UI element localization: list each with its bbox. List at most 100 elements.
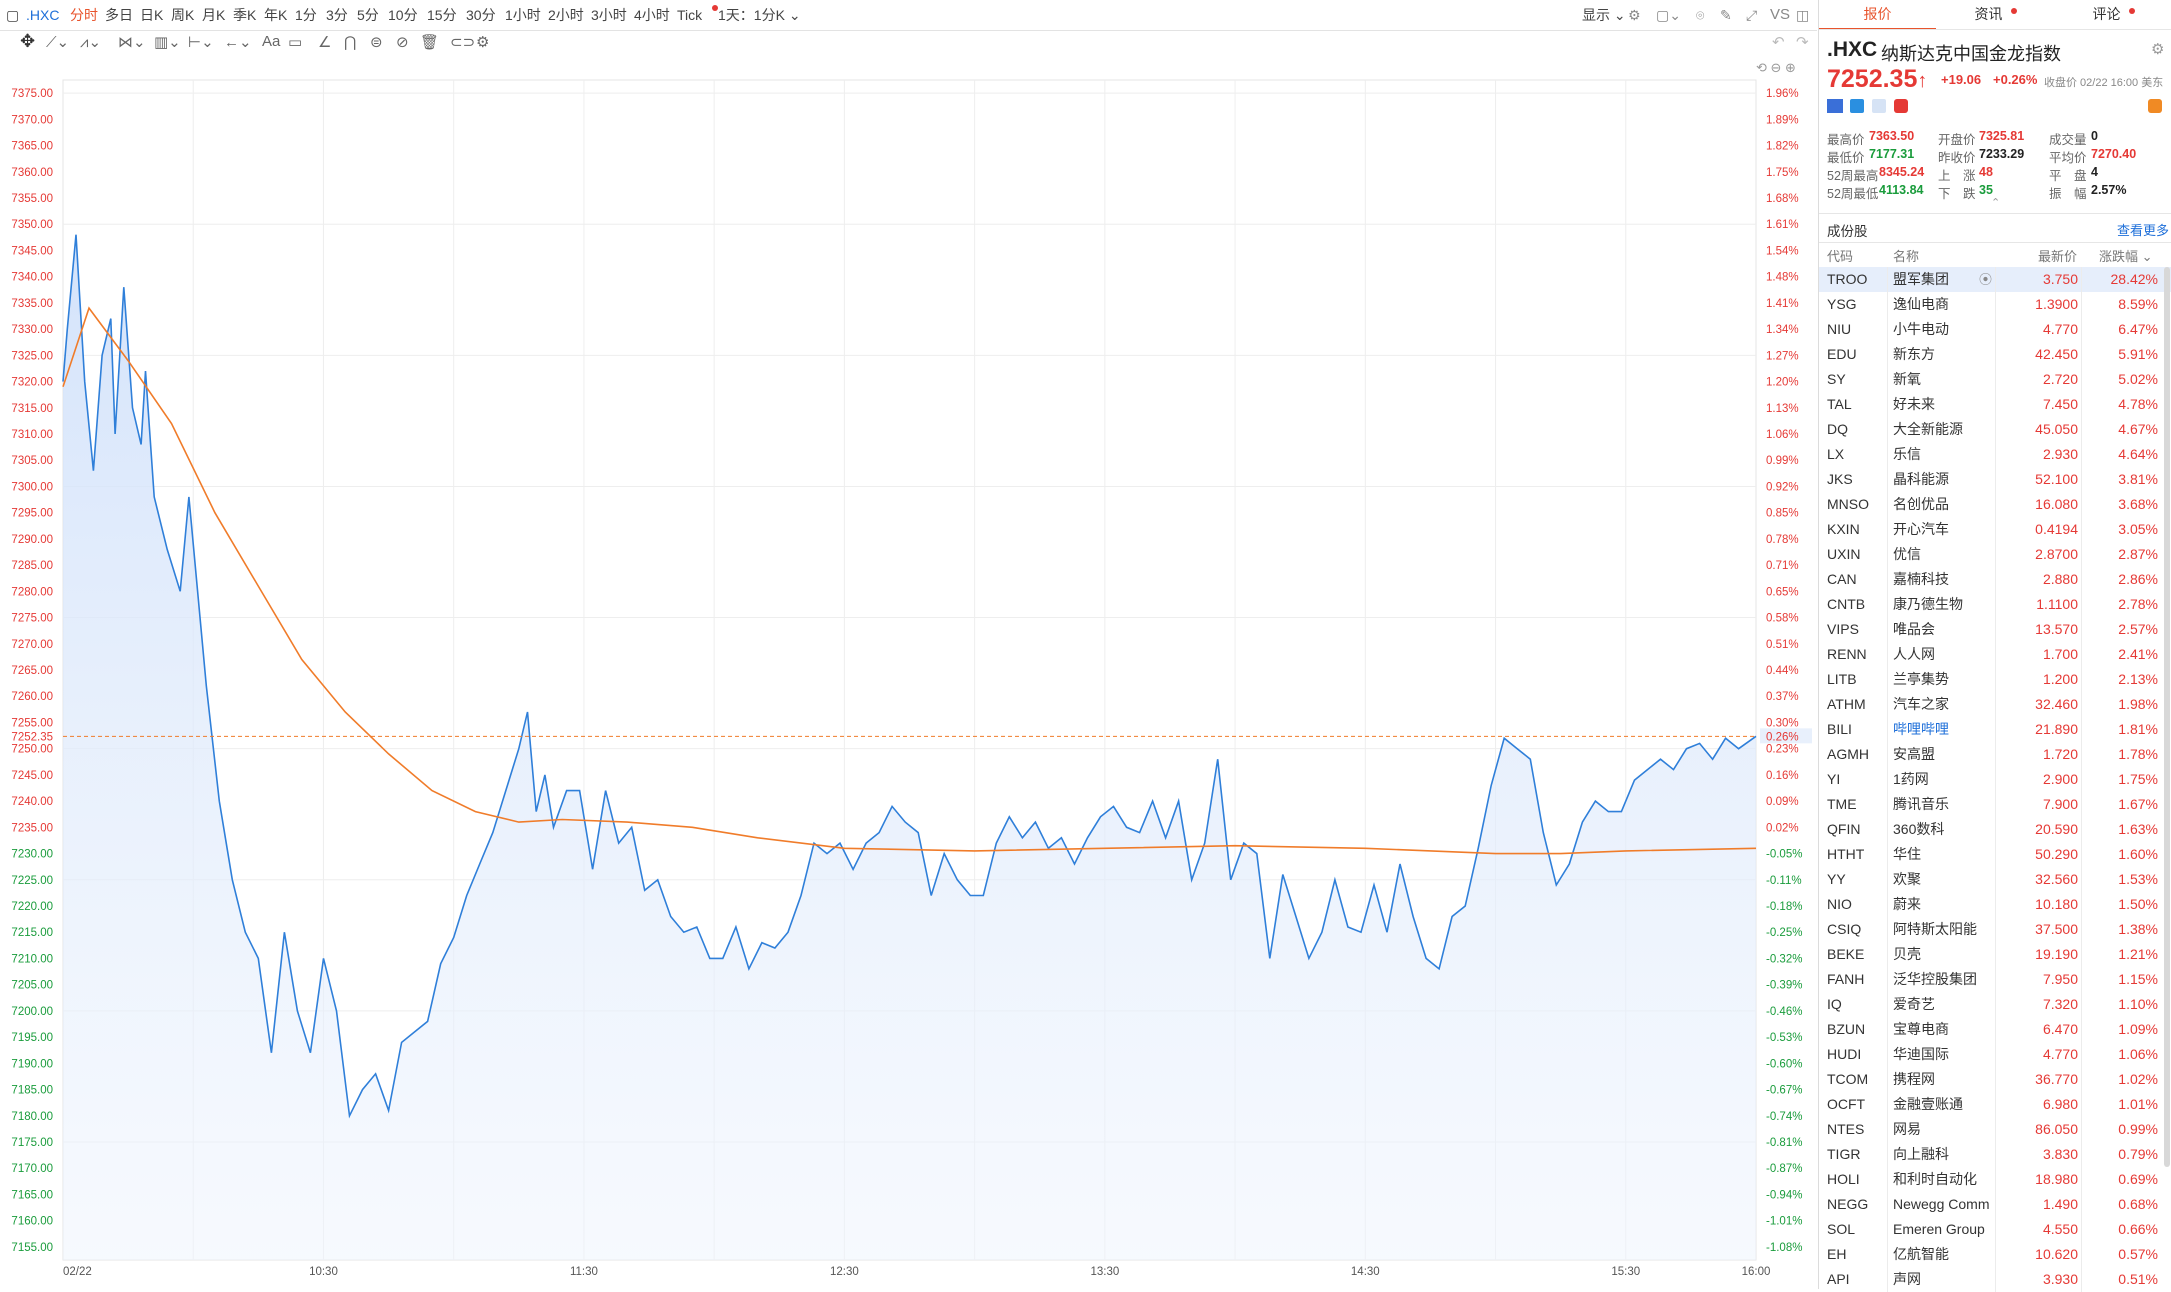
period-7[interactable]: 1分 [295,7,317,23]
arrow-icon[interactable]: ←⌄ [224,34,252,51]
period-2[interactable]: 日K [140,7,164,23]
scrollbar[interactable] [2164,267,2170,1167]
table-row[interactable]: SOL Emeren Group 4.550 0.66% [1819,1217,2171,1242]
table-row[interactable]: HTHT 华住 50.290 1.60% [1819,842,2171,867]
table-row[interactable]: ATHM 汽车之家 32.460 1.98% [1819,692,2171,717]
table-row[interactable]: YI 1药网 2.900 1.75% [1819,767,2171,792]
period-13[interactable]: 1小时 [505,7,541,23]
magnet-icon[interactable]: ⋂ [344,34,357,51]
table-row[interactable]: FANH 泛华控股集团 7.950 1.15% [1819,967,2171,992]
camera-icon[interactable]: ⌾ [1696,7,1705,23]
period-16[interactable]: 4小时 [634,7,670,23]
text-icon[interactable]: Aa [262,33,281,50]
table-row[interactable]: JKS 晶科能源 52.100 3.81% [1819,467,2171,492]
period-9[interactable]: 5分 [357,7,379,23]
compare-vs-button[interactable]: VS [1770,6,1791,23]
table-row[interactable]: NTES 网易 86.050 0.99% [1819,1117,2171,1142]
panel-tab-1[interactable]: 资讯 [1937,0,2054,28]
table-row[interactable]: YSG 逸仙电商 1.3900 8.59% [1819,292,2171,317]
channel-icon[interactable]: ⩘⌄ [80,34,102,51]
watch-icon[interactable]: ⦿ [1979,272,1993,287]
period-8[interactable]: 3分 [326,7,348,23]
trash-icon[interactable]: 🗑 [420,34,440,51]
table-row[interactable]: TCOM 携程网 36.770 1.02% [1819,1067,2171,1092]
settings-icon[interactable]: ⚙ [1628,7,1641,23]
period-0[interactable]: 分时 [70,7,98,23]
panel-toggle-icon[interactable]: ◫ [1796,7,1810,23]
table-row[interactable]: LX 乐信 2.930 4.64% [1819,442,2171,467]
intraday-chart[interactable]: 7375.00 7370.00 7365.00 7360.00 7355.00 7350.… [0,0,1817,1289]
table-row[interactable]: TME 腾讯音乐 7.900 1.67% [1819,792,2171,817]
table-row[interactable]: BEKE 贝壳 19.190 1.21% [1819,942,2171,967]
period-11[interactable]: 15分 [427,7,457,23]
table-row[interactable]: CSIQ 阿特斯太阳能 37.500 1.38% [1819,917,2171,942]
period-6[interactable]: 年K [264,7,288,23]
table-row[interactable]: NIO 蔚来 10.180 1.50% [1819,892,2171,917]
pattern-icon[interactable]: ⋈⌄ [118,34,146,51]
period-10[interactable]: 10分 [388,7,418,23]
average-line[interactable] [62,306,1757,855]
sidebar-toggle-icon[interactable]: ▢ [6,7,20,23]
pen-icon[interactable]: ✎ [1720,7,1732,23]
trend-line-icon[interactable]: ⟋⌄ [46,34,70,51]
share-icon[interactable] [1850,99,1864,113]
display-menu[interactable]: 显示 ⌄ [1582,7,1626,23]
table-row[interactable]: CNTB 康乃德生物 1.1100 2.78% [1819,592,2171,617]
table-row[interactable]: TAL 好未来 7.450 4.78% [1819,392,2171,417]
col-header-code[interactable]: 代码 [1827,249,1854,264]
period-15[interactable]: 3小时 [591,7,627,23]
chart-zoom-controls[interactable]: ⟲ ⊖ ⊕ [1756,60,1796,75]
period-3[interactable]: 周K [171,7,195,23]
fib-icon[interactable]: ▥⌄ [154,34,181,51]
redo-icon[interactable]: ↷ [1796,34,1809,51]
table-row[interactable]: KXIN 开心汽车 0.4194 3.05% [1819,517,2171,542]
link-icon[interactable]: ⊂⊃ [450,34,476,51]
table-row[interactable]: RENN 人人网 1.700 2.41% [1819,642,2171,667]
table-row[interactable]: NEGG Newegg Comm 1.490 0.68% [1819,1192,2171,1217]
table-row[interactable]: TROO 盟军集团 3.750 28.42% ⦿ [1819,267,2171,292]
table-row[interactable]: IQ 爱奇艺 7.320 1.10% [1819,992,2171,1017]
table-row[interactable]: YY 欢聚 32.560 1.53% [1819,867,2171,892]
period-17[interactable]: Tick [677,7,703,23]
range-select[interactable]: 1天：1分K ⌄ [718,0,801,30]
period-14[interactable]: 2小时 [548,7,584,23]
table-row[interactable]: EDU 新东方 42.450 5.91% [1819,342,2171,367]
crosshair-icon[interactable]: ✥ [20,31,36,51]
table-row[interactable]: AGMH 安高盟 1.720 1.78% [1819,742,2171,767]
angle-icon[interactable]: ∠ [318,34,332,51]
note-icon[interactable]: ▭ [288,34,303,51]
table-row[interactable]: UXIN 优信 2.8700 2.87% [1819,542,2171,567]
table-row[interactable]: CAN 嘉楠科技 2.880 2.86% [1819,567,2171,592]
table-row[interactable]: DQ 大全新能源 45.050 4.67% [1819,417,2171,442]
table-row[interactable]: TIGR 向上融科 3.830 0.79% [1819,1142,2171,1167]
alert-bell-icon[interactable] [2148,99,2162,113]
period-4[interactable]: 月K [202,7,226,23]
flag-us-icon[interactable] [1827,99,1843,113]
panel-tab-2[interactable]: 评论 [2055,0,2171,28]
period-1[interactable]: 多日 [105,7,133,23]
table-row[interactable]: HUDI 华迪国际 4.770 1.06% [1819,1042,2171,1067]
period-5[interactable]: 季K [233,7,257,23]
hide-icon[interactable]: ⊘ [396,34,409,51]
period-12[interactable]: 30分 [466,7,496,23]
table-row[interactable]: API 声网 3.930 0.51% [1819,1267,2171,1292]
fullscreen-icon[interactable]: ⤢ [1746,7,1758,23]
news-icon[interactable] [1872,99,1886,113]
layout-icon[interactable]: ▢⌄ [1656,7,1681,23]
view-more-link[interactable]: 查看更多 [2117,223,2170,238]
table-row[interactable]: LITB 兰亭集势 1.200 2.13% [1819,667,2171,692]
table-row[interactable]: EH 亿航智能 10.620 0.57% [1819,1242,2171,1267]
table-row[interactable]: NIU 小牛电动 4.770 6.47% [1819,317,2171,342]
col-header-change[interactable]: 涨跌幅 ⌄ [2099,246,2153,265]
undo-icon[interactable]: ↶ [1772,34,1785,51]
panel-tab-0[interactable]: 报价 [1819,0,1936,30]
table-row[interactable]: HOLI 和利时自动化 18.980 0.69% [1819,1167,2171,1192]
measure-icon[interactable]: ⊢⌄ [188,34,214,51]
col-header-name[interactable]: 名称 [1893,249,1920,264]
symbol-label[interactable]: .HXC [26,7,60,23]
price-line[interactable] [62,234,1757,1119]
table-row[interactable]: QFIN 360数科 20.590 1.63% [1819,817,2171,842]
collapse-icon[interactable]: ⌃ [1991,197,2001,209]
heart-icon[interactable] [1894,99,1908,113]
table-row[interactable]: OCFT 金融壹账通 6.980 1.01% [1819,1092,2171,1117]
